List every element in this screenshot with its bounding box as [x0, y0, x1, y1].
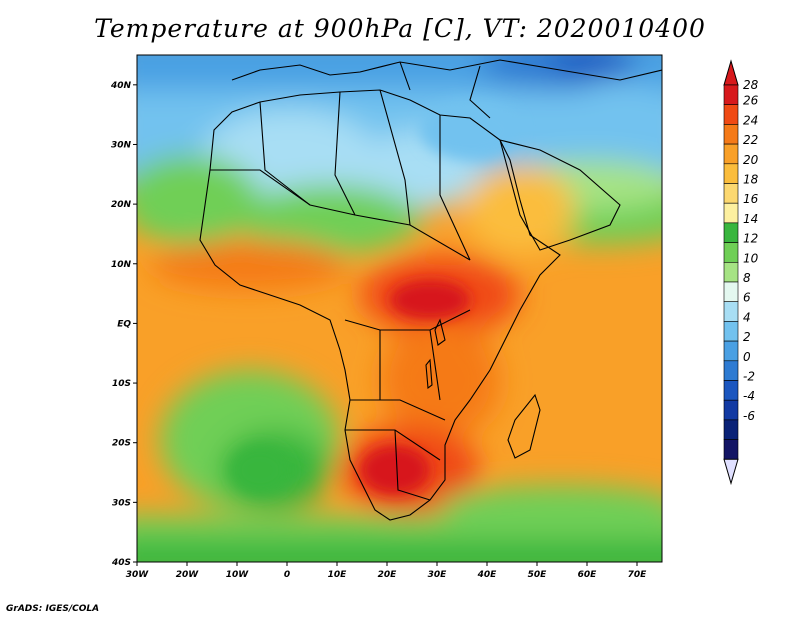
colorbar-label: -6 [743, 409, 755, 423]
colorbar-swatch [723, 380, 739, 401]
colorbar-swatch [723, 202, 739, 224]
lat-tick-label: 20S [112, 439, 131, 449]
colorbar-label: -4 [743, 389, 755, 403]
lon-tick-label: 10E [328, 570, 348, 580]
lat-tick-label: 10S [112, 379, 131, 389]
colorbar-label: 0 [743, 350, 751, 364]
lat-tick-label: 30N [111, 140, 132, 150]
colorbar-label: 18 [743, 173, 759, 187]
colorbar-label: 2 [743, 330, 751, 344]
colorbar-label: 16 [743, 192, 759, 206]
colorbar-label: -2 [743, 370, 755, 384]
colorbar-swatch [723, 143, 739, 165]
colorbar-swatch [723, 84, 739, 106]
colorbar-label: 24 [743, 113, 758, 127]
colorbar-swatch [723, 321, 739, 342]
lat-tick-label: 40S [111, 558, 131, 568]
colorbar-swatch [723, 242, 739, 263]
colorbar-swatch [723, 163, 739, 184]
colorbar-max-arrow [723, 59, 739, 86]
colorbar-swatch [723, 281, 739, 303]
colorbar-swatch [723, 261, 739, 283]
colorbar-label: 4 [743, 310, 751, 324]
lon-tick-label: 40E [477, 570, 498, 580]
lat-tick-label: 30S [112, 498, 131, 508]
lon-tick-label: 20E [378, 570, 398, 580]
colorbar-swatch [723, 124, 739, 145]
colorbar-label: 10 [743, 251, 759, 265]
plot-frame [136, 54, 663, 563]
colorbar-swatch [723, 419, 739, 440]
colorbar-label: 12 [743, 232, 758, 246]
lon-tick-label: 30E [428, 570, 448, 580]
map-title: Temperature at 900hPa [C], VT: 202001040… [94, 14, 706, 43]
colorbar-label: 6 [743, 291, 751, 305]
coastlines [199, 59, 662, 521]
colorbar-label: 28 [743, 78, 759, 92]
colorbar-label: 14 [743, 212, 758, 226]
lon-tick-label: 30W [126, 570, 150, 580]
lon-tick-label: 70E [628, 570, 648, 580]
colorbar-swatch [723, 360, 739, 381]
credit-text: GrADS: IGES/COLA [6, 604, 100, 614]
temperature-field [137, 55, 662, 562]
lon-tick-label: 50E [528, 570, 548, 580]
lon-tick-label: 10W [226, 570, 250, 580]
map-axes: 30W 20W 10W 0 10E 20E 30E 40E 50E 60E 70E 40N 30N 20N… [110, 81, 647, 580]
lat-tick-label: 40N [110, 81, 132, 91]
lon-tick-label: 0 [284, 570, 290, 580]
colorbar-label: 26 [743, 94, 759, 108]
colorbar-label: 22 [743, 133, 758, 147]
lon-tick-label: 20W [176, 570, 200, 580]
colorbar-swatch [723, 301, 739, 322]
colorbar-swatch [723, 340, 739, 362]
lon-tick-label: 60E [578, 570, 598, 580]
colorbar-min-arrow [723, 458, 739, 486]
lat-tick-label: 20N [111, 200, 132, 210]
colorbar-swatch [723, 399, 739, 421]
lat-tick-label: EQ [117, 319, 131, 329]
colorbar-label: 8 [743, 271, 751, 285]
colorbar-swatch [723, 222, 739, 243]
colorbar-swatch [723, 183, 739, 204]
lat-tick-label: 10N [111, 260, 132, 270]
colorbar-label: 20 [743, 153, 759, 167]
colorbar-swatch [723, 104, 739, 125]
colorbar-swatch [723, 439, 739, 460]
